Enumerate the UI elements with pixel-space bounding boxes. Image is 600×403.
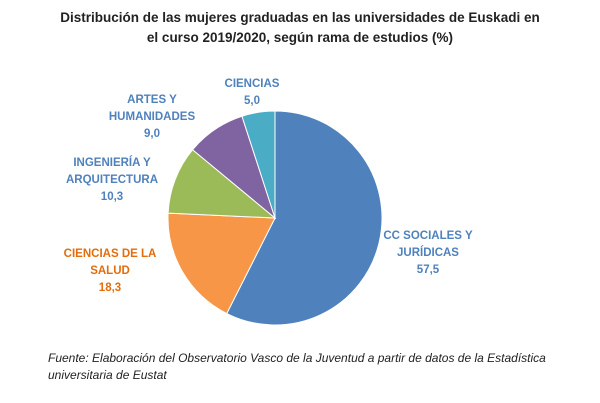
slice-label: CC SOCIALES Y JURÍDICAS 57,5: [363, 228, 493, 279]
slice-label: INGENIERÍA Y ARQUITECTURA 10,3: [42, 155, 182, 206]
value-label: 57,5: [416, 264, 440, 276]
category-label: CC SOCIALES Y JURÍDICAS: [383, 230, 473, 259]
slice-label: CIENCIAS DE LA SALUD 18,3: [45, 246, 175, 297]
chart-title: Distribución de las mujeres graduadas en…: [60, 10, 540, 45]
value-label: 18,3: [98, 282, 122, 294]
category-label: CIENCIAS DE LA SALUD: [63, 248, 157, 277]
pie-slice: [226, 110, 383, 326]
pie-slice: [241, 110, 276, 219]
value-label: 9,0: [144, 128, 160, 140]
value-label: 5,0: [244, 95, 260, 107]
source-note: Fuente: Elaboración del Observatorio Vas…: [48, 351, 546, 382]
value-label: 10,3: [100, 191, 124, 203]
pie-slice: [167, 149, 277, 219]
category-label: ARTES Y HUMANIDADES: [108, 94, 196, 123]
pie-slice: [167, 212, 276, 315]
category-label: CIENCIAS: [224, 78, 280, 90]
category-label: INGENIERÍA Y ARQUITECTURA: [66, 157, 158, 186]
slice-label: ARTES Y HUMANIDADES 9,0: [92, 92, 212, 143]
slice-label: CIENCIAS 5,0: [207, 76, 297, 110]
